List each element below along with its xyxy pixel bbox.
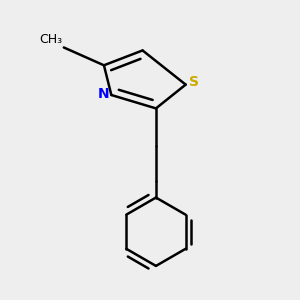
Text: S: S: [189, 75, 199, 89]
Text: CH₃: CH₃: [39, 33, 62, 46]
Text: N: N: [98, 86, 110, 100]
